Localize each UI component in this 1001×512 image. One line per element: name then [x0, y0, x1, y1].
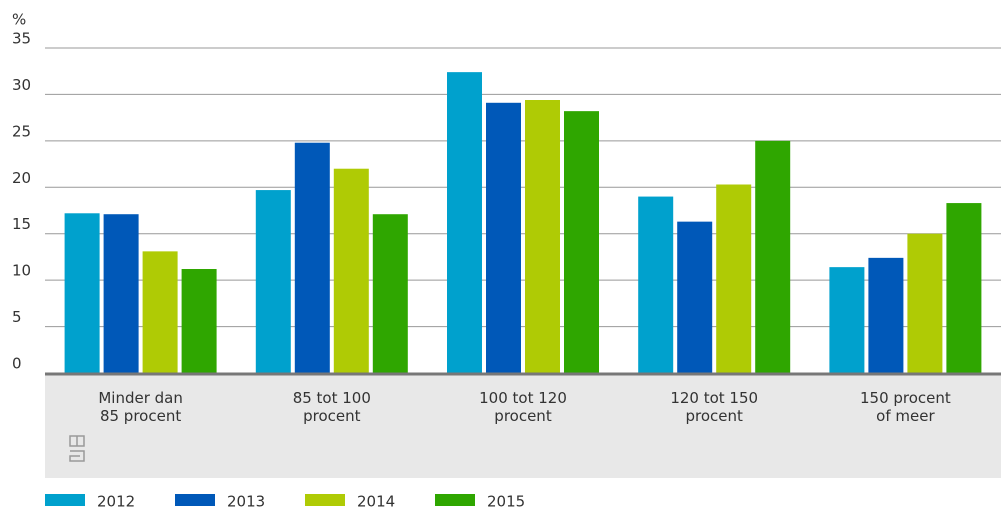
bar: [638, 196, 674, 373]
x-tick-label: 100 tot 120 procent: [479, 389, 567, 425]
legend-label: 2012: [97, 493, 135, 511]
bar: [829, 267, 865, 373]
bar: [907, 233, 943, 373]
bar: [716, 184, 752, 373]
y-tick-label: 0: [12, 355, 22, 373]
bar: [677, 221, 713, 373]
legend-swatch: [305, 494, 345, 506]
x-tick-label: 85 tot 100 procent: [293, 389, 371, 425]
legend-label: 2015: [487, 493, 525, 511]
y-tick-label: 20: [12, 169, 31, 187]
bar: [142, 251, 178, 373]
y-tick-label: 30: [12, 76, 31, 94]
y-tick-label: 10: [12, 262, 31, 280]
x-tick-label: Minder dan 85 procent: [98, 389, 183, 425]
bar: [486, 102, 521, 374]
legend-swatch: [435, 494, 475, 506]
bar: [333, 168, 369, 373]
y-tick-label: 25: [12, 122, 31, 140]
bar: [103, 214, 139, 373]
bar: [946, 203, 982, 373]
y-tick-label: 35: [12, 30, 31, 48]
y-tick-label: 5: [12, 308, 22, 326]
bar: [372, 214, 408, 373]
legend-swatch: [45, 494, 85, 506]
y-axis-label: %: [12, 11, 26, 29]
legend-swatch: [175, 494, 215, 506]
bar: [64, 213, 100, 373]
x-tick-label: 120 tot 150 procent: [670, 389, 758, 425]
legend-label: 2014: [357, 493, 395, 511]
y-tick-label: 15: [12, 215, 31, 233]
x-tick-label: 150 procent of meer: [860, 389, 951, 425]
bar: [447, 72, 482, 374]
bar: [525, 100, 560, 373]
bar: [181, 269, 217, 373]
bar: [294, 142, 330, 373]
logo: [69, 435, 85, 462]
legend-label: 2013: [227, 493, 265, 511]
bar: [755, 140, 791, 373]
category-band: [45, 375, 1001, 478]
bar: [255, 190, 291, 373]
bar: [564, 111, 599, 374]
bar: [868, 257, 904, 373]
